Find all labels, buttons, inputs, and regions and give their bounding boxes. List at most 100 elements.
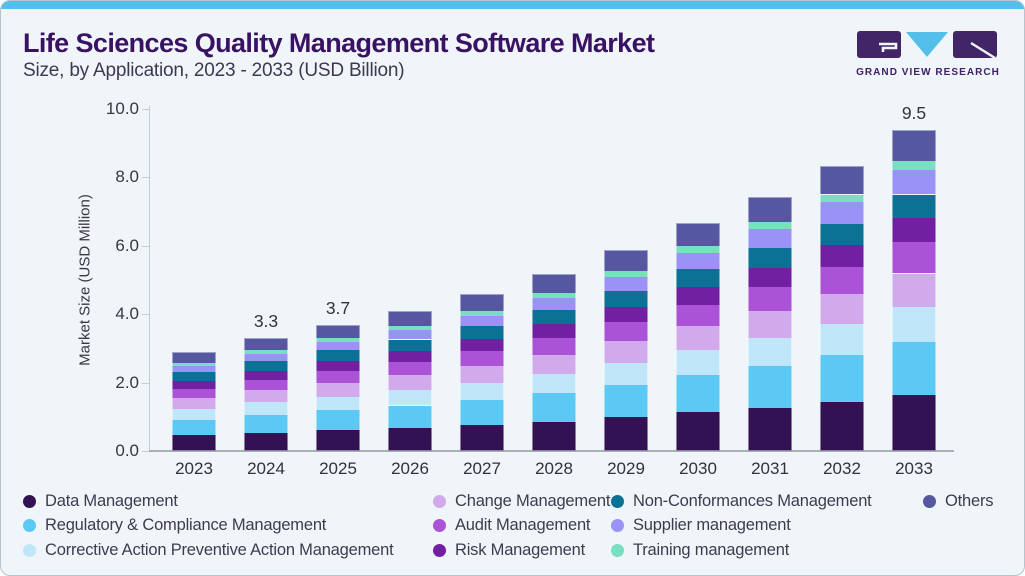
legend-label: Corrective Action Preventive Action Mana… xyxy=(45,540,394,559)
y-axis-title: Market Size (USD Million) xyxy=(76,194,94,366)
y-tick-mark xyxy=(142,451,149,452)
bar-segment xyxy=(604,270,648,277)
bar-segment xyxy=(676,350,720,376)
bar-segment xyxy=(172,362,216,366)
bar-segment xyxy=(460,365,504,383)
page-subtitle: Size, by Application, 2023 - 2033 (USD B… xyxy=(23,60,405,81)
bar-segment xyxy=(388,351,432,363)
bar-segment xyxy=(316,361,360,372)
bar-outline xyxy=(172,351,216,451)
top-accent-bar xyxy=(1,1,1024,9)
x-tick-label: 2026 xyxy=(391,459,429,478)
bar-segment xyxy=(244,379,288,391)
bar-segment xyxy=(532,297,576,311)
bar-segment xyxy=(748,407,792,451)
bar-segment xyxy=(244,338,288,351)
bar-segment xyxy=(820,267,864,295)
bar-segment xyxy=(532,310,576,325)
bar-segment xyxy=(172,380,216,389)
bar-segment xyxy=(244,414,288,433)
bar-segment xyxy=(460,294,504,312)
legend-dot-icon xyxy=(611,543,624,557)
y-tick-mark xyxy=(142,177,149,179)
bar-segment xyxy=(748,247,792,268)
bar-segment xyxy=(172,371,216,381)
bar-segment xyxy=(460,399,504,425)
y-tick-mark xyxy=(142,314,149,316)
bar-segment xyxy=(820,202,864,224)
bar-segment xyxy=(676,412,720,451)
bar-segment xyxy=(892,218,936,243)
legend-label: Audit Management xyxy=(455,516,591,534)
bar-segment xyxy=(892,342,936,396)
bar-outline xyxy=(820,166,864,451)
legend-item: Regulatory & Compliance Management xyxy=(23,516,326,536)
bar-segment xyxy=(748,338,792,366)
bar-segment xyxy=(604,307,648,323)
bar-value-label: 9.5 xyxy=(901,102,927,123)
bar-segment xyxy=(460,339,504,352)
legend-label: Change Management xyxy=(455,491,611,510)
bar-segment xyxy=(892,395,936,451)
bar-outline xyxy=(604,250,648,451)
bar-outline xyxy=(316,324,360,451)
x-tick-label: 2027 xyxy=(463,459,501,478)
bar-segment xyxy=(244,353,288,362)
bar-segment xyxy=(460,351,504,366)
x-tick-label: 2025 xyxy=(319,459,357,478)
bar-segment xyxy=(388,330,432,340)
bar-segment xyxy=(388,339,432,352)
bar-segment xyxy=(532,392,576,422)
legend-label: Non-Conformances Management xyxy=(633,491,872,510)
x-tick-label: 2030 xyxy=(679,459,717,478)
bar-segment xyxy=(316,430,360,451)
bar-segment xyxy=(532,373,576,393)
bar-segment xyxy=(676,326,720,351)
bar-segment xyxy=(820,194,864,203)
bar-segment xyxy=(388,375,432,391)
bar-segment xyxy=(172,351,216,363)
y-tick-label: 6.0 xyxy=(115,235,139,255)
bar-segment xyxy=(316,342,360,351)
y-tick-mark xyxy=(142,109,149,110)
legend-label: Training management xyxy=(633,540,790,559)
bar-outline xyxy=(388,311,432,451)
bar-segment xyxy=(748,365,792,408)
y-tick-mark xyxy=(142,245,149,247)
bar-segment xyxy=(244,390,288,403)
y-tick-label: 10.0 xyxy=(105,99,139,118)
legend-label: Others xyxy=(945,491,994,510)
x-axis-line xyxy=(149,450,954,452)
bar-segment xyxy=(316,371,360,383)
bar-segment xyxy=(748,196,792,222)
bar-outline xyxy=(676,223,720,451)
bar-segment xyxy=(388,428,432,451)
bar-segment xyxy=(388,405,432,429)
legend-item: Non-Conformances Management xyxy=(611,491,872,511)
y-tick-label: 8.0 xyxy=(115,167,139,187)
bar-segment xyxy=(820,294,864,325)
bar-segment xyxy=(244,402,288,415)
bar-outline xyxy=(892,129,936,451)
bar-outline xyxy=(244,338,288,451)
bar-segment xyxy=(532,324,576,339)
bar-segment xyxy=(748,311,792,339)
x-tick-label: 2023 xyxy=(175,459,213,478)
y-tick-label: 4.0 xyxy=(115,304,139,324)
legend-dot-icon xyxy=(611,519,624,532)
bar-segment xyxy=(820,355,864,403)
bar-segment xyxy=(244,370,288,380)
bar-segment xyxy=(172,397,216,409)
bar-segment xyxy=(676,252,720,270)
legend-item: Training management xyxy=(611,540,789,560)
bar-segment xyxy=(820,324,864,356)
legend-dot-icon xyxy=(23,519,36,532)
bar-segment xyxy=(676,223,720,247)
bar-segment xyxy=(676,304,720,327)
bar-segment xyxy=(460,425,504,451)
page-title: Life Sciences Quality Management Softwar… xyxy=(23,28,655,58)
bar-segment xyxy=(892,307,936,343)
x-tick-label: 2033 xyxy=(895,459,933,478)
y-tick-label: 0.0 xyxy=(115,441,139,460)
bar-segment xyxy=(892,194,936,219)
